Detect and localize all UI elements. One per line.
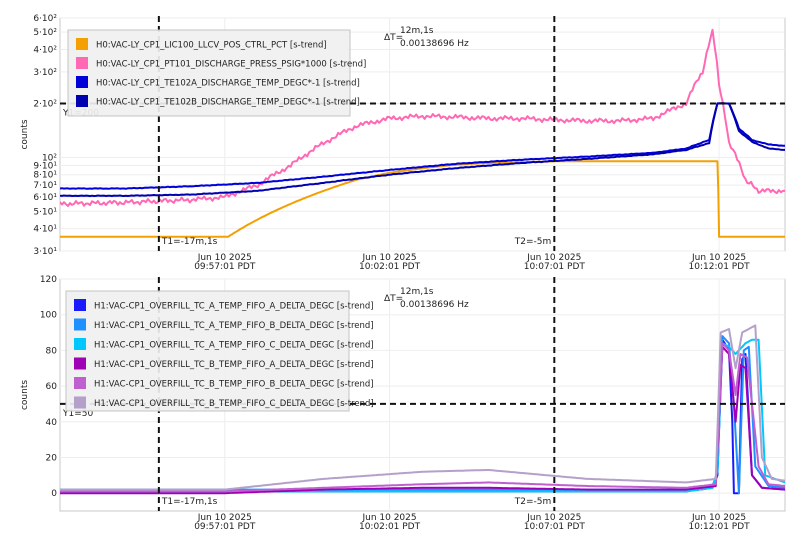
series-group [60, 324, 785, 495]
delta-t-label: ΔT= [384, 33, 403, 43]
legend-label: H1:VAC-CP1_OVERFILL_TC_B_TEMP_FIFO_A_DEL… [94, 360, 374, 370]
x-tick-label: Jun 10 2025 [361, 253, 416, 263]
series-line-2 [60, 28, 785, 207]
delta-t-value: 12m,1s [400, 287, 434, 297]
y-tick-label: 80 [46, 346, 58, 356]
legend-swatch [76, 38, 88, 50]
y-axis-label: counts [20, 380, 30, 410]
y-tick-label: 9·10¹ [33, 162, 57, 172]
y-tick-label: 8·10¹ [33, 171, 57, 181]
series-group [60, 28, 785, 238]
y-tick-label: 3·10² [33, 68, 57, 78]
x-tick-label: 10:02:01 PDT [359, 262, 421, 272]
legend: H0:VAC-LY_CP1_LIC100_LLCV_POS_CTRL_PCT [… [67, 29, 366, 117]
series-line-4 [60, 102, 785, 198]
x-tick-label: 10:12:01 PDT [689, 262, 751, 272]
y-tick-label: 0 [51, 489, 57, 499]
legend-label: H1:VAC-CP1_OVERFILL_TC_A_TEMP_FIFO_B_DEL… [94, 321, 374, 331]
y-tick-label: 4·10² [33, 46, 57, 56]
legend: H1:VAC-CP1_OVERFILL_TC_A_TEMP_FIFO_A_DEL… [65, 290, 374, 412]
legend-swatch [74, 396, 86, 409]
x-tick-label: Jun 10 2025 [361, 513, 416, 523]
y-tick-label: 120 [40, 275, 57, 285]
series-line-5 [60, 342, 785, 493]
delta-t-value: 12m,1s [400, 26, 434, 36]
cursor-t1-label: T1=-17m,1s [161, 497, 218, 507]
legend-swatch [76, 95, 88, 107]
x-tick-label: Jun 10 2025 [691, 513, 746, 523]
y-tick-label: 5·10² [33, 28, 57, 38]
x-tick-label: Jun 10 2025 [197, 513, 252, 523]
legend-label: H0:VAC-LY_CP1_TE102B_DISCHARGE_TEMP_DEGC… [96, 98, 360, 108]
legend-swatch [74, 377, 86, 389]
legend-label: H0:VAC-LY_CP1_TE102A_DISCHARGE_TEMP_DEGC… [96, 79, 360, 89]
x-tick-label: 09:57:01 PDT [194, 262, 256, 272]
y-tick-label: 4·10¹ [33, 225, 57, 235]
x-tick-label: 10:07:01 PDT [524, 522, 586, 532]
cursor-y1-label: Y1=50 [62, 409, 93, 419]
y-tick-label: 3·10¹ [33, 247, 57, 257]
y-tick-label: 6·10¹ [33, 193, 57, 203]
delta-frequency: 0.00138696 Hz [400, 300, 469, 310]
legend-swatch [74, 318, 86, 331]
legend-box [67, 29, 351, 117]
legend-swatch [74, 299, 86, 311]
y-tick-label: 7·10¹ [33, 181, 57, 191]
cursor-t1-label: T1=-17m,1s [161, 237, 218, 247]
y-tick-label: 20 [46, 453, 58, 463]
legend-label: H1:VAC-CP1_OVERFILL_TC_A_TEMP_FIFO_A_DEL… [94, 302, 374, 312]
series-line-4 [60, 345, 785, 495]
y-tick-label: 6·10² [33, 14, 57, 24]
series-line-1 [60, 160, 785, 238]
legend-swatch [76, 76, 88, 88]
legend-label: H1:VAC-CP1_OVERFILL_TC_B_TEMP_FIFO_C_DEL… [94, 399, 374, 409]
legend-box [65, 290, 350, 412]
legend-label: H1:VAC-CP1_OVERFILL_TC_A_TEMP_FIFO_C_DEL… [94, 341, 374, 351]
y-tick-label: 100 [40, 311, 57, 321]
cursor-t2-label: T2=-5m [514, 497, 552, 507]
legend-swatch [74, 357, 86, 370]
y-axis-label: counts [20, 119, 30, 149]
x-tick-label: Jun 10 2025 [691, 253, 746, 263]
delta-frequency: 0.00138696 Hz [400, 39, 469, 49]
x-tick-label: 10:12:01 PDT [689, 522, 751, 532]
x-tick-label: Jun 10 2025 [197, 253, 252, 263]
y-tick-label: 2·10² [33, 99, 57, 109]
legend-label: H0:VAC-LY_CP1_LIC100_LLCV_POS_CTRL_PCT [… [96, 41, 327, 51]
x-tick-label: 10:02:01 PDT [359, 522, 421, 532]
series-line-6 [60, 324, 785, 491]
series-line-3 [60, 102, 785, 190]
legend-swatch [74, 338, 86, 350]
legend-swatch [76, 57, 88, 69]
delta-t-label: ΔT= [384, 294, 403, 304]
legend-label: H0:VAC-LY_CP1_PT101_DISCHARGE_PRESS_PSIG… [96, 60, 366, 70]
x-tick-label: 09:57:01 PDT [194, 522, 256, 532]
y-tick-label: 10² [42, 153, 57, 163]
legend-label: H1:VAC-CP1_OVERFILL_TC_B_TEMP_FIFO_B_DEL… [94, 380, 374, 390]
x-tick-label: Jun 10 2025 [526, 253, 581, 263]
x-tick-label: Jun 10 2025 [526, 513, 581, 523]
cursor-t2-label: T2=-5m [514, 237, 552, 247]
x-tick-label: 10:07:01 PDT [524, 262, 586, 272]
y-tick-label: 5·10¹ [33, 207, 57, 217]
y-tick-label: 60 [46, 382, 58, 392]
y-tick-label: 40 [46, 418, 58, 428]
